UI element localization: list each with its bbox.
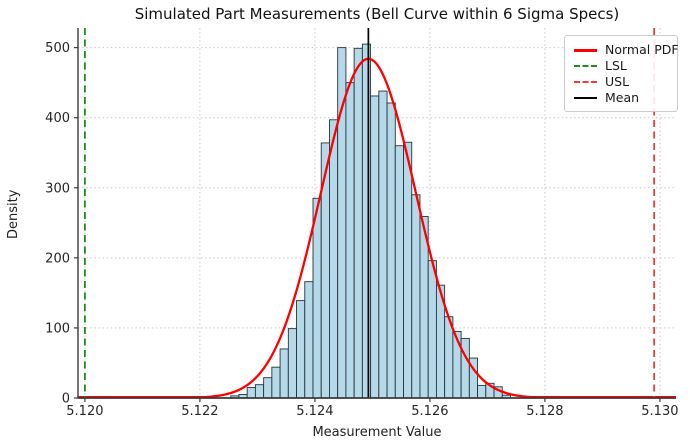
legend-line-swatch (574, 65, 597, 67)
histogram-bar (312, 197, 322, 399)
x-tick-label: 5.126 (411, 404, 448, 419)
legend-item-label: Normal PDF (605, 42, 679, 57)
y-tick-label: 300 (45, 181, 70, 196)
y-axis-label: Density (6, 189, 21, 239)
legend-item-label: USL (605, 74, 630, 89)
histogram-bar (263, 377, 273, 399)
x-tick-label: 5.122 (181, 404, 218, 419)
histogram-bar (378, 90, 388, 399)
legend-item: LSL (574, 58, 668, 74)
legend-item: Mean (574, 90, 668, 106)
histogram-bar (444, 316, 454, 399)
histogram-bar (477, 384, 487, 399)
x-axis-label: Measurement Value (312, 425, 442, 440)
histogram-bar (279, 348, 289, 399)
histogram-bar (304, 281, 314, 399)
y-tick-label: 100 (45, 321, 70, 336)
histogram-bar (246, 387, 256, 399)
y-tick-label: 400 (45, 111, 70, 126)
chart-title: Simulated Part Measurements (Bell Curve … (134, 5, 620, 23)
histogram-bar (361, 43, 372, 399)
histogram-bar (345, 82, 355, 399)
histogram-bar (386, 102, 396, 399)
histogram-bar (411, 194, 421, 399)
histogram-bar (271, 366, 281, 399)
histogram-bar (287, 328, 297, 399)
legend: Normal PDF LSL USL Mean (564, 35, 679, 112)
histogram-bar (394, 145, 404, 399)
legend-item-label: Mean (605, 90, 640, 105)
x-tick-label: 5.130 (641, 404, 678, 419)
histogram-bar (370, 95, 380, 399)
x-tick-label: 5.124 (296, 404, 333, 419)
histogram-bar (329, 119, 339, 399)
y-tick-label: 500 (45, 41, 70, 56)
x-tick-label: 5.120 (66, 404, 103, 419)
y-tick-label: 200 (45, 251, 70, 266)
legend-item: Normal PDF (574, 42, 679, 58)
legend-item-label: LSL (605, 58, 627, 73)
legend-item: USL (574, 74, 668, 90)
legend-line-swatch (574, 48, 597, 52)
histogram-bar (353, 47, 363, 399)
histogram-bar (460, 337, 470, 399)
histogram-bar (296, 300, 306, 399)
histogram-bar (427, 260, 437, 399)
legend-line-swatch (574, 97, 597, 99)
x-tick-label: 5.128 (526, 404, 563, 419)
legend-line-swatch (574, 81, 597, 83)
histogram-bar (403, 141, 413, 399)
histogram-bar (254, 384, 265, 399)
y-tick-label: 0 (62, 392, 70, 407)
